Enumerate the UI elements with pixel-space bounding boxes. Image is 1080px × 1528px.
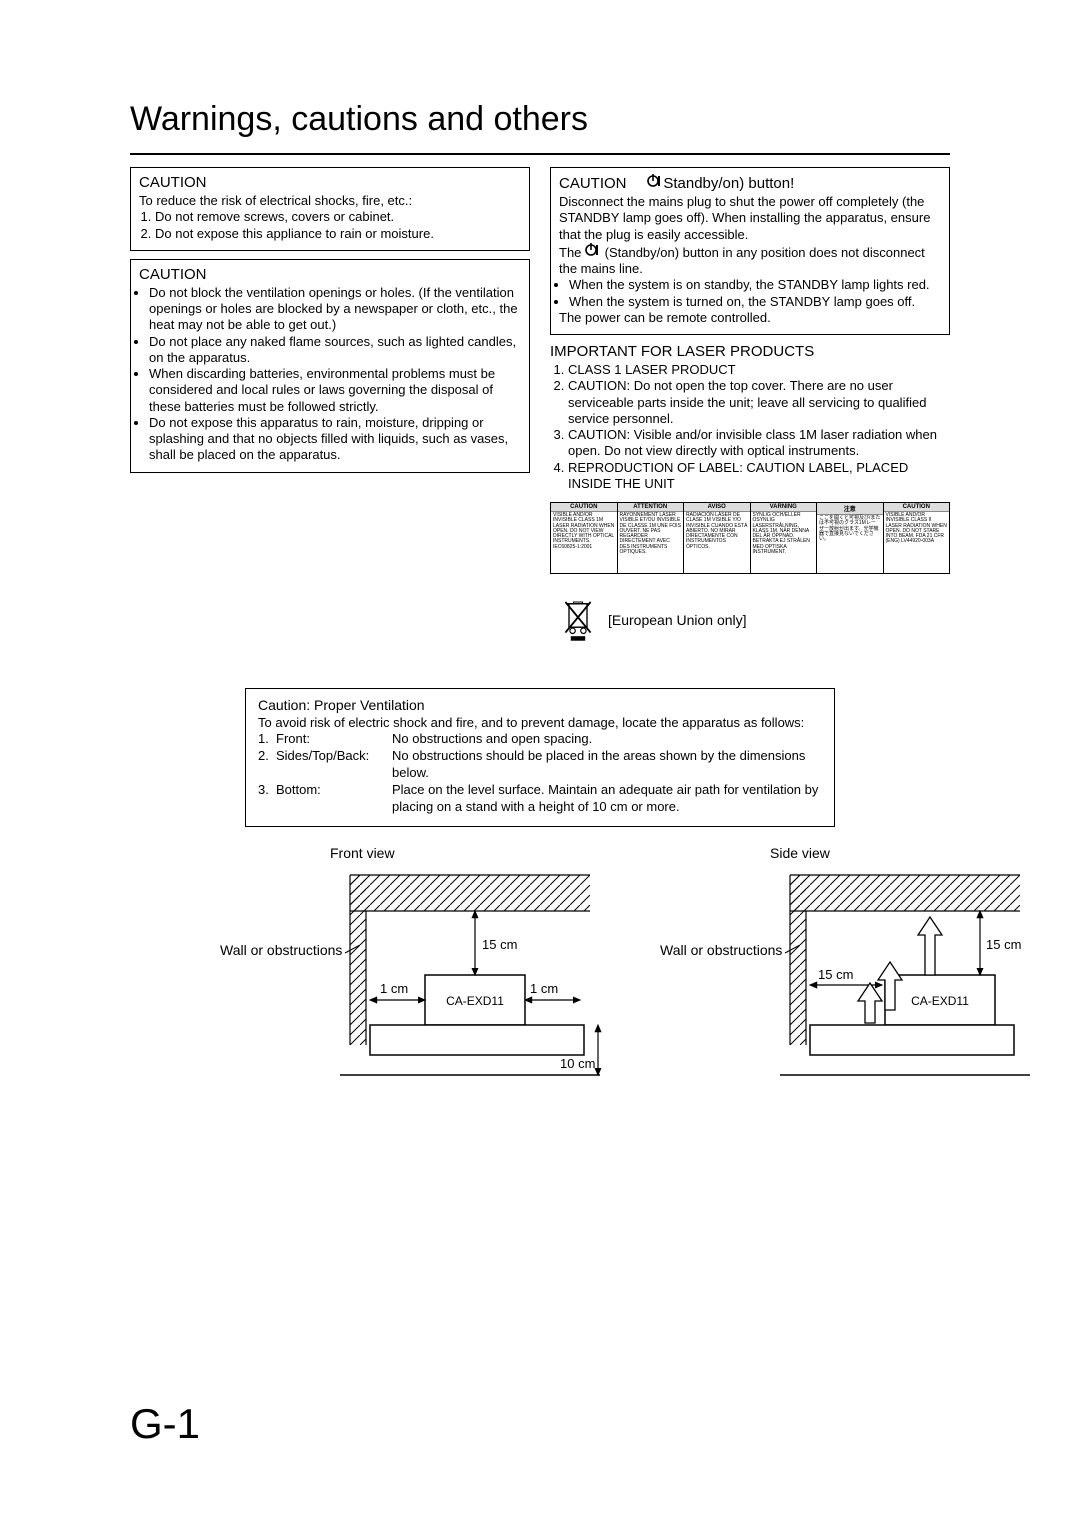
- label-hdr: AVISO: [684, 503, 750, 512]
- label-body: SYNLIG OCH/ELLER OSYNLIG LASERSTRÅLNING,…: [751, 512, 817, 556]
- eu-only-row: [European Union only]: [560, 598, 950, 642]
- standby-icon: [647, 174, 663, 188]
- svg-text:Wall or obstructions: Wall or obstructions: [220, 942, 342, 958]
- label-body: VISIBLE AND/OR INVISIBLE CLASS II LASER …: [884, 512, 950, 546]
- caution3-suffix: Standby/on) button!: [663, 175, 794, 192]
- caution1-intro: To reduce the risk of electrical shocks,…: [139, 193, 521, 209]
- label-hdr: 注意: [817, 503, 883, 515]
- ventilation-intro: To avoid risk of electric shock and fire…: [258, 715, 822, 731]
- standby-icon: [585, 243, 601, 257]
- caution3-prefix: CAUTION: [559, 175, 627, 192]
- row-num: 3.: [258, 782, 276, 816]
- caution1-list: Do not remove screws, covers or cabinet.…: [139, 209, 521, 242]
- row-desc: No obstructions should be placed in the …: [392, 748, 822, 782]
- svg-text:CA-EXD11: CA-EXD11: [911, 994, 969, 1008]
- page: Warnings, cautions and others CAUTION To…: [0, 0, 1080, 1528]
- label-body: ここを開くと可視及び/または不可視のクラス1Mレーザー放射が出ます。光学機器で直…: [817, 515, 883, 543]
- right-column: CAUTION Standby/on) button! Disconnect t…: [550, 167, 950, 642]
- table-row: 2. Sides/Top/Back: No obstructions shoul…: [258, 748, 822, 782]
- caution2-list: Do not block the ventilation openings or…: [139, 285, 521, 464]
- list-item: Do not block the ventilation openings or…: [149, 285, 521, 334]
- list-item: Do not expose this apparatus to rain, mo…: [149, 415, 521, 464]
- caution-box-3: CAUTION Standby/on) button! Disconnect t…: [550, 167, 950, 335]
- ventilation-table: 1. Front: No obstructions and open spaci…: [258, 731, 822, 815]
- row-label: Front:: [276, 731, 392, 748]
- caution3-bullets: When the system is on standby, the STAND…: [559, 277, 941, 310]
- unit-label: CA-EXD11: [446, 994, 504, 1008]
- columns: CAUTION To reduce the risk of electrical…: [130, 167, 950, 642]
- caution3-heading: CAUTION Standby/on) button!: [559, 174, 941, 192]
- front-view-diagram: Front view: [220, 845, 610, 1100]
- table-row: 3. Bottom: Place on the level surface. M…: [258, 782, 822, 816]
- diagram-title: Front view: [330, 845, 610, 861]
- eu-only-text: [European Union only]: [608, 612, 747, 628]
- weee-bin-icon: [560, 598, 596, 642]
- label-body: RAYONNEMENT LASER VISIBLE ET/OU INVISIBL…: [618, 512, 684, 556]
- side-view-diagram: Side view CA-EXD11: [660, 845, 1040, 1100]
- caution3-p1: Disconnect the mains plug to shut the po…: [559, 194, 941, 243]
- laser-list: CLASS 1 LASER PRODUCT CAUTION: Do not op…: [550, 362, 950, 492]
- caution-box-1: CAUTION To reduce the risk of electrical…: [130, 167, 530, 251]
- caution3-p3: The power can be remote controlled.: [559, 310, 941, 326]
- table-row: 1. Front: No obstructions and open spaci…: [258, 731, 822, 748]
- svg-text:Wall or obstructions: Wall or obstructions: [660, 942, 782, 958]
- list-item: When the system is turned on, the STANDB…: [569, 294, 941, 310]
- svg-text:10 cm: 10 cm: [560, 1056, 595, 1071]
- page-title: Warnings, cautions and others: [130, 100, 950, 139]
- list-item: CAUTION: Visible and/or invisible class …: [568, 427, 950, 460]
- svg-text:15 cm: 15 cm: [818, 967, 853, 982]
- list-item: Do not place any naked flame sources, su…: [149, 334, 521, 367]
- ventilation-box: Caution: Proper Ventilation To avoid ris…: [245, 688, 835, 827]
- list-item: CAUTION: Do not open the top cover. Ther…: [568, 378, 950, 427]
- p2a: The: [559, 245, 585, 260]
- svg-text:1 cm: 1 cm: [530, 981, 558, 996]
- caution1-heading: CAUTION: [139, 174, 521, 191]
- row-desc: No obstructions and open spacing.: [392, 731, 822, 748]
- list-item: REPRODUCTION OF LABEL: CAUTION LABEL, PL…: [568, 460, 950, 493]
- left-column: CAUTION To reduce the risk of electrical…: [130, 167, 530, 642]
- label-hdr: CAUTION: [551, 503, 617, 512]
- diagrams-row: Front view: [130, 845, 950, 1100]
- rule-top: [130, 153, 950, 155]
- list-item: Do not expose this appliance to rain or …: [155, 226, 521, 242]
- label-hdr: CAUTION: [884, 503, 950, 512]
- laser-heading: IMPORTANT FOR LASER PRODUCTS: [550, 343, 950, 360]
- row-num: 2.: [258, 748, 276, 782]
- list-item: When the system is on standby, the STAND…: [569, 277, 941, 293]
- svg-text:1 cm: 1 cm: [380, 981, 408, 996]
- label-hdr: ATTENTION: [618, 503, 684, 512]
- ventilation-heading: Caution: Proper Ventilation: [258, 697, 822, 713]
- list-item: When discarding batteries, environmental…: [149, 366, 521, 415]
- p2b: (Standby/on) button in any position does…: [559, 245, 925, 276]
- side-view-svg: CA-EXD11 15 cm 15 cm Wall or obs: [660, 865, 1040, 1095]
- label-body: VISIBLE AND/OR INVISIBLE CLASS 1M LASER …: [551, 512, 617, 551]
- label-body: RADIACIÓN LÁSER DE CLASE 1M VISIBLE Y/O …: [684, 512, 750, 551]
- diagram-title: Side view: [770, 845, 1040, 861]
- row-label: Bottom:: [276, 782, 392, 816]
- row-desc: Place on the level surface. Maintain an …: [392, 782, 822, 816]
- front-view-svg: CA-EXD11 15 cm 1 cm 1 cm 10 cm Wall or o…: [220, 865, 610, 1095]
- caution-box-2: CAUTION Do not block the ventilation ope…: [130, 259, 530, 473]
- svg-text:15 cm: 15 cm: [986, 937, 1021, 952]
- label-hdr: VARNING: [751, 503, 817, 512]
- row-num: 1.: [258, 731, 276, 748]
- page-number: G-1: [130, 1400, 200, 1448]
- list-item: CLASS 1 LASER PRODUCT: [568, 362, 950, 378]
- row-label: Sides/Top/Back:: [276, 748, 392, 782]
- caution3-p2: The (Standby/on) button in any position …: [559, 243, 941, 278]
- caution-label-reproduction: CAUTIONVISIBLE AND/OR INVISIBLE CLASS 1M…: [550, 502, 950, 574]
- svg-text:15 cm: 15 cm: [482, 937, 517, 952]
- list-item: Do not remove screws, covers or cabinet.: [155, 209, 521, 225]
- caution2-heading: CAUTION: [139, 266, 521, 283]
